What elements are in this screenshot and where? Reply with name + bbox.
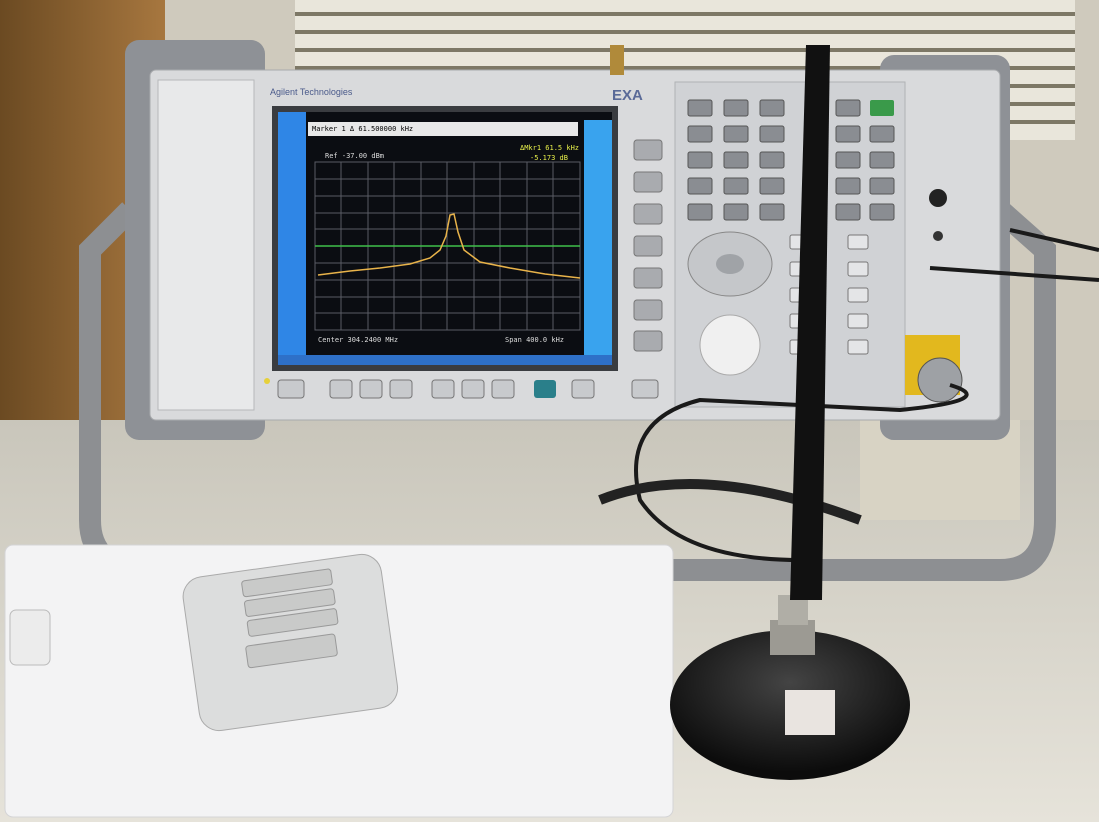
span-text: Span 400.0 kHz (505, 336, 564, 344)
select-key (716, 254, 744, 274)
trace (317, 213, 581, 279)
brand: Agilent Technologies (270, 87, 353, 97)
center-text: Center 304.2400 MHz (318, 336, 398, 344)
remote-buttons (241, 568, 339, 669)
antenna-rod (790, 45, 830, 600)
led (264, 378, 270, 384)
softkey-labels (584, 120, 612, 355)
marker-text: Marker 1 Δ 61.500000 kHz (312, 125, 413, 133)
side-panel (157, 79, 255, 411)
taskbar (278, 355, 612, 365)
cable (929, 228, 1099, 282)
delta-value: -5.173 dB (530, 154, 568, 162)
antenna-connector (770, 620, 815, 655)
sticker (785, 690, 835, 735)
green-key (870, 100, 894, 116)
bottom-keys (277, 379, 659, 399)
sidebar (278, 112, 306, 365)
knob (699, 314, 761, 376)
function-keys (687, 99, 895, 221)
jack (929, 189, 947, 207)
key (534, 380, 556, 398)
delta-marker: ΔMkr1 61.5 kHz (520, 144, 579, 152)
softkeys (633, 139, 663, 352)
ref-text: Ref -37.00 dBm (325, 152, 384, 160)
connector (610, 45, 624, 75)
status-bar (308, 122, 578, 136)
label-roll (9, 609, 51, 666)
model: EXA (612, 87, 643, 104)
jack (933, 231, 943, 241)
cable (634, 383, 969, 562)
rf-input (917, 357, 963, 403)
